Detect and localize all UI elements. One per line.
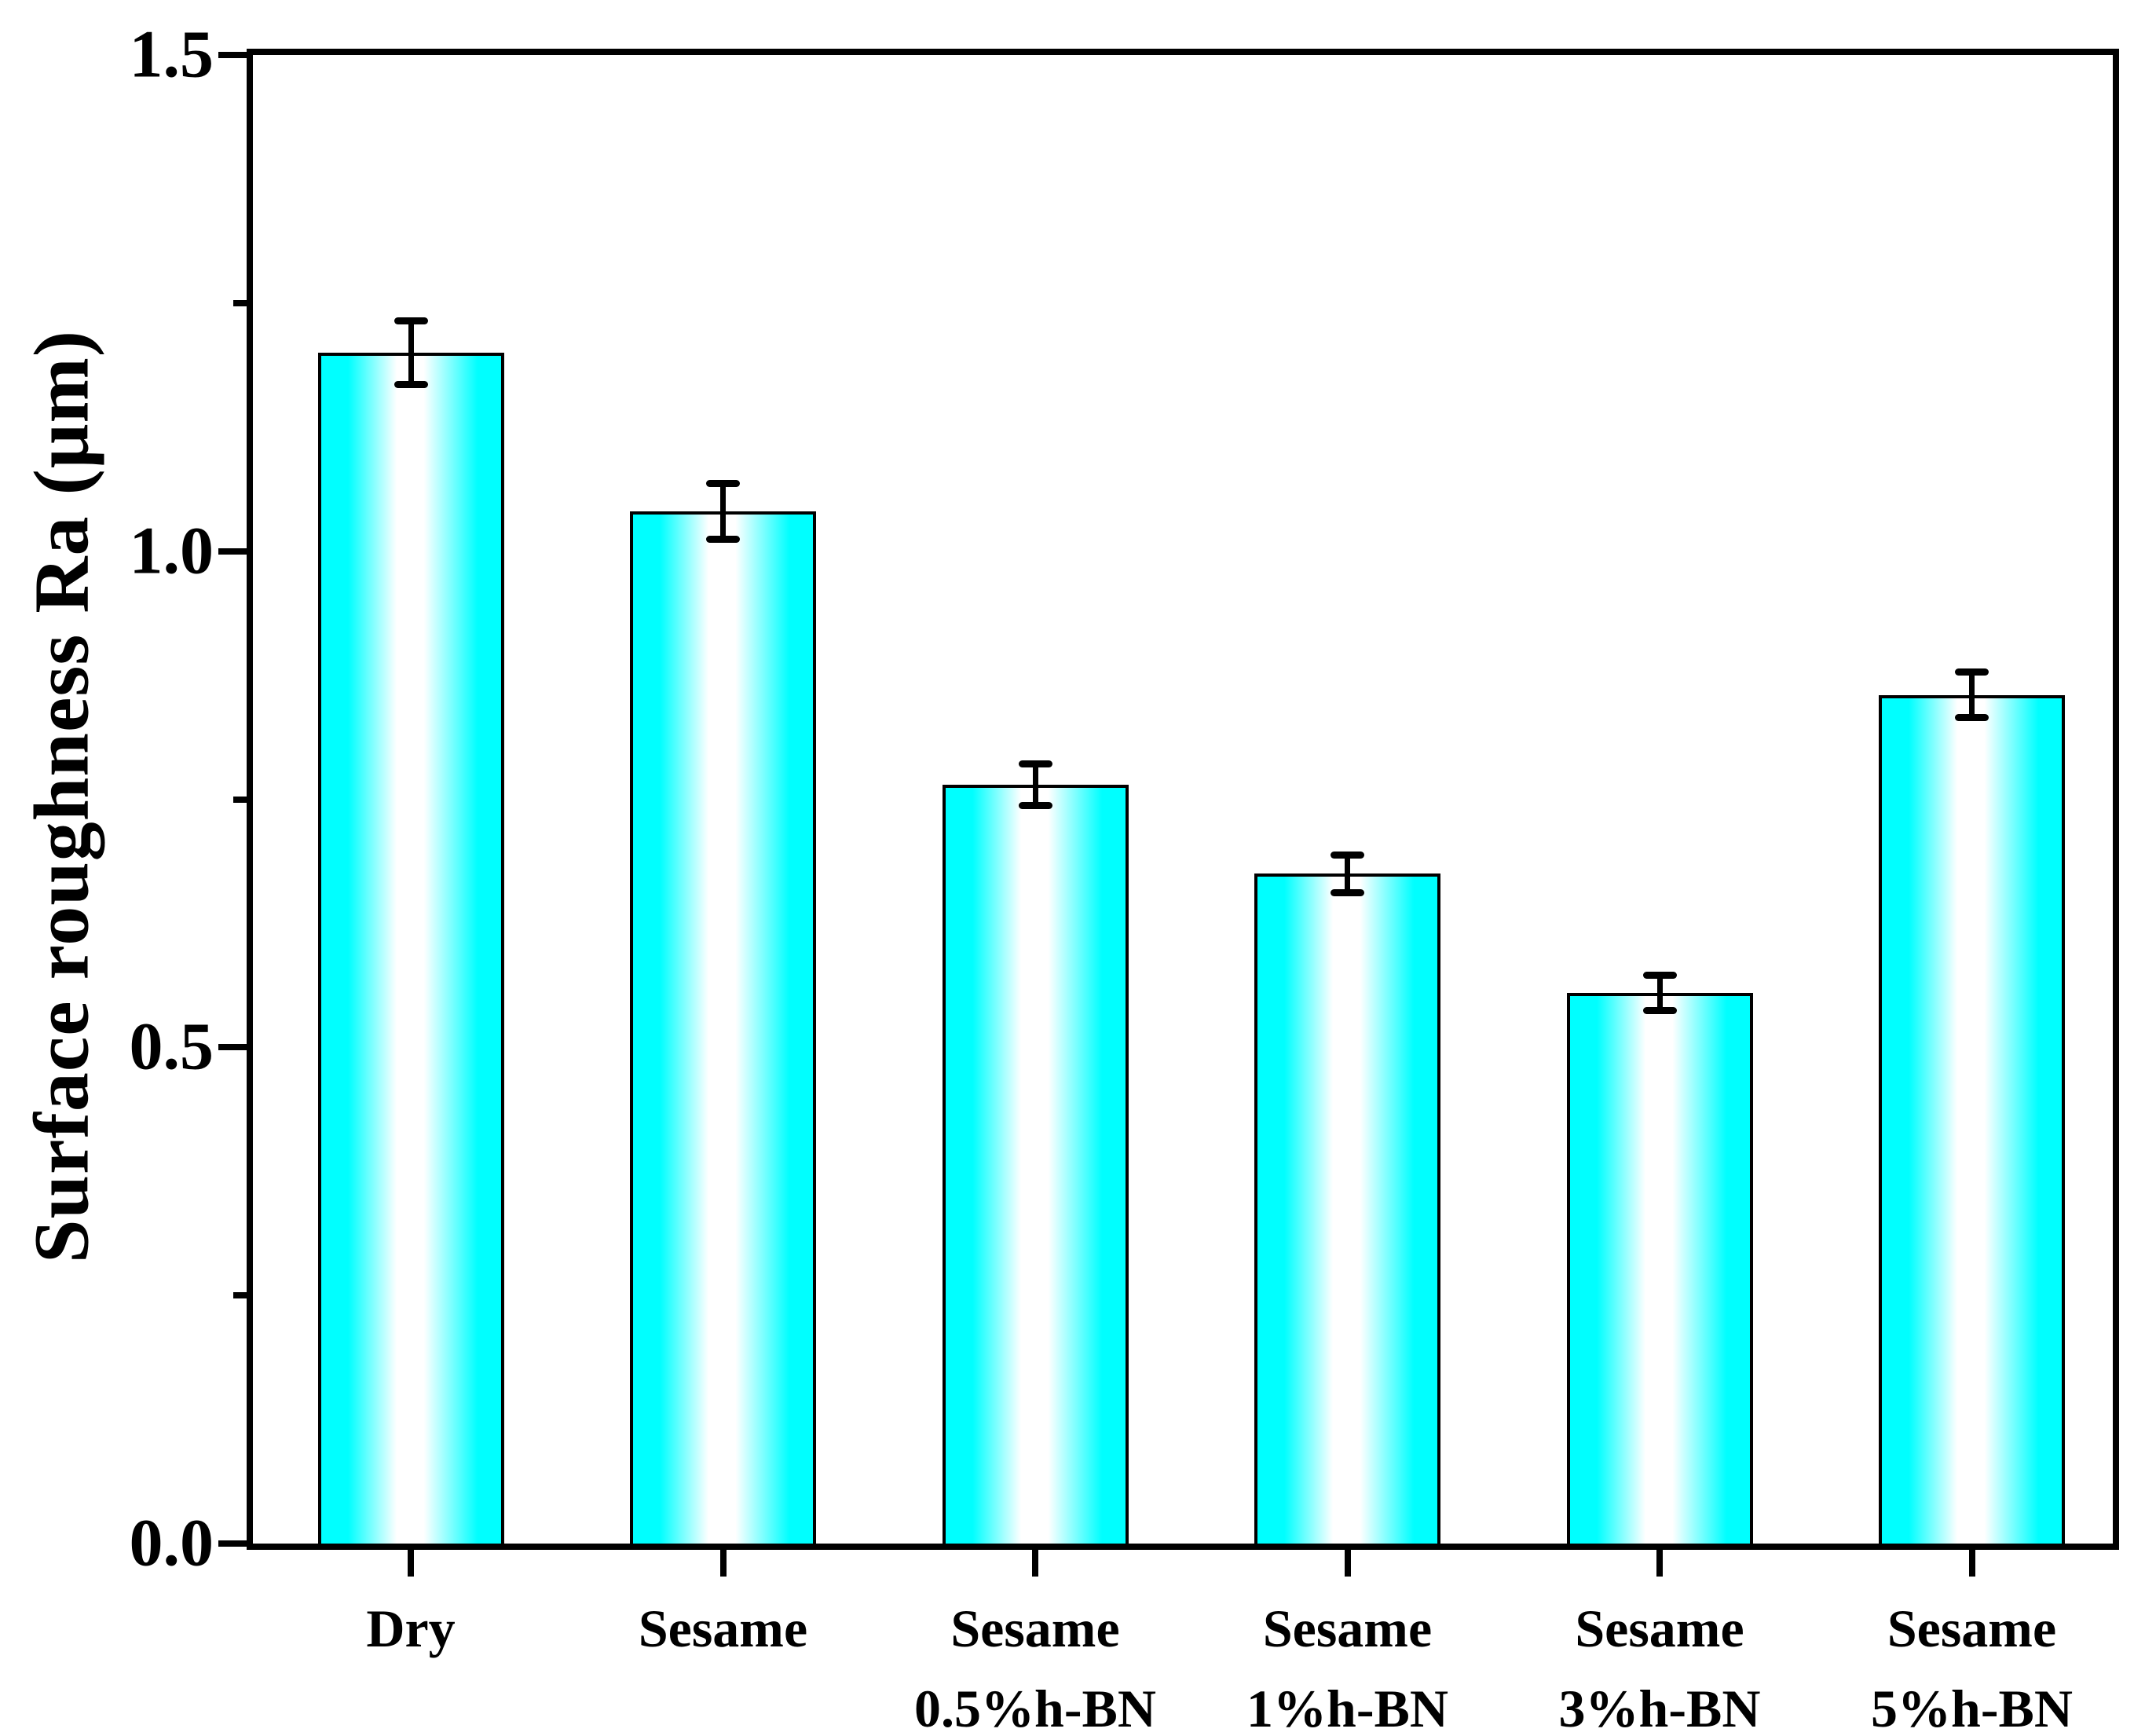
error-bar-bottom-cap-sesame-5-h-bn [1955,714,1989,722]
x-axis-label-dry: Dry [207,1588,615,1668]
x-axis-tick-sesame [719,1550,727,1577]
y-axis-major-tick [218,1540,247,1547]
y-axis-major-tick [218,1044,247,1051]
error-bar-line-sesame-3-h-bn [1656,975,1663,1011]
y-axis-minor-tick [233,299,247,306]
bar-sesame-3-h-bn [1566,992,1753,1544]
error-bar-line-sesame-1-h-bn [1345,855,1350,893]
y-axis-major-tick [218,548,247,555]
x-axis-label-sesame-5-h-bn: Sesame 5%h-BN [1768,1588,2134,1736]
error-bar-top-cap-dry [393,317,428,325]
error-bar-top-cap-sesame-1-h-bn [1331,851,1364,859]
y-axis-tick-label: 1.0 [129,511,214,588]
error-bar-line-sesame [720,483,726,540]
x-axis-label-sesame-1-h-bn: Sesame 1%h-BN [1144,1588,1552,1736]
x-axis-tick-sesame-5-h-bn [1968,1550,1975,1577]
x-axis-label-line: Sesame [1262,1599,1433,1658]
y-axis-major-tick [218,52,247,58]
x-axis-label-line: 1%h-BN [1246,1679,1448,1736]
bar-sesame [630,511,816,1544]
y-axis-tick-label: 1.5 [129,16,214,92]
x-axis-label-line: Sesame [1575,1599,1744,1658]
x-axis-label-line: Sesame [638,1599,808,1658]
error-bar-bottom-cap-dry [393,380,428,388]
y-axis-minor-tick [233,1292,247,1299]
error-bar-bottom-cap-sesame [706,536,740,543]
bar-sesame-0-5-h-bn [942,784,1129,1544]
error-bar-line-dry [408,320,414,385]
x-axis-label-sesame-3-h-bn: Sesame 3%h-BN [1455,1588,1864,1736]
x-axis-label-line: 5%h-BN [1871,1679,2073,1736]
plot-frame [247,49,2119,1550]
x-axis-tick-sesame-0-5-h-bn [1032,1550,1038,1577]
x-axis-label-line: Sesame [950,1599,1120,1658]
x-axis-label-line: Dry [366,1599,456,1658]
y-axis-minor-tick [233,796,247,803]
x-axis-label-line: Sesame [1887,1599,2057,1658]
error-bar-bottom-cap-sesame-0-5-h-bn [1018,801,1052,809]
x-axis-tick-dry [408,1550,414,1577]
error-bar-top-cap-sesame-5-h-bn [1955,668,1989,676]
x-axis-label-line: 0.5%h-BN [914,1679,1156,1736]
x-axis-label-line: 3%h-BN [1558,1679,1761,1736]
x-axis-label-sesame: Sesame [519,1588,928,1668]
error-bar-top-cap-sesame [706,480,740,488]
error-bar-bottom-cap-sesame-3-h-bn [1642,1007,1677,1015]
bar-sesame-5-h-bn [1879,694,2065,1544]
error-bar-top-cap-sesame-0-5-h-bn [1018,760,1052,767]
x-axis-tick-sesame-1-h-bn [1344,1550,1351,1577]
x-axis-label-sesame-0-5-h-bn: Sesame 0.5%h-BN [831,1588,1239,1736]
error-bar-bottom-cap-sesame-1-h-bn [1331,888,1364,896]
x-axis-tick-sesame-3-h-bn [1656,1550,1663,1577]
y-axis-title: Surface roughness Ra (μm) [17,329,105,1264]
y-axis-tick-label: 0.5 [129,1008,214,1084]
error-bar-top-cap-sesame-3-h-bn [1642,971,1677,979]
error-bar-line-sesame-5-h-bn [1969,672,1975,718]
y-axis-tick-label: 0.0 [129,1504,214,1580]
error-bar-line-sesame-0-5-h-bn [1032,764,1038,806]
bar-dry [317,353,504,1544]
bar-sesame-1-h-bn [1254,873,1440,1544]
